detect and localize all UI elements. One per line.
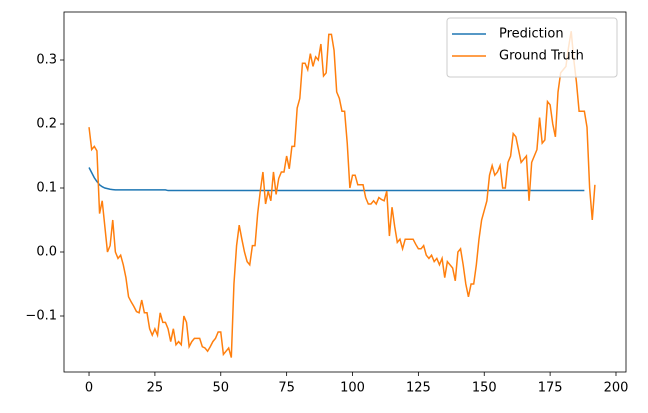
x-tick-label: 125	[406, 381, 431, 396]
x-tick-label: 25	[147, 381, 164, 396]
axes-frame	[63, 11, 627, 373]
x-tick-label: 100	[340, 381, 365, 396]
series-line	[88, 31, 596, 358]
y-tick-label: 0.0	[36, 245, 57, 260]
y-tick-label: 0.3	[36, 53, 57, 68]
y-tick-label: 0.2	[36, 117, 57, 132]
series-line	[88, 167, 585, 192]
y-tick-label: −0.1	[25, 309, 57, 324]
legend-label: Ground Truth	[499, 49, 584, 64]
x-tick-label: 0	[85, 381, 93, 396]
x-tick-label: 175	[538, 381, 563, 396]
legend: Prediction Ground Truth	[446, 17, 618, 78]
x-tick-label: 50	[212, 381, 229, 396]
y-tick-label: 0.1	[36, 181, 57, 196]
x-tick-label: 75	[278, 381, 295, 396]
legend-box	[446, 17, 618, 78]
legend-label: Prediction	[499, 27, 564, 42]
x-tick-label: 200	[604, 381, 629, 396]
x-tick-label: 150	[472, 381, 497, 396]
